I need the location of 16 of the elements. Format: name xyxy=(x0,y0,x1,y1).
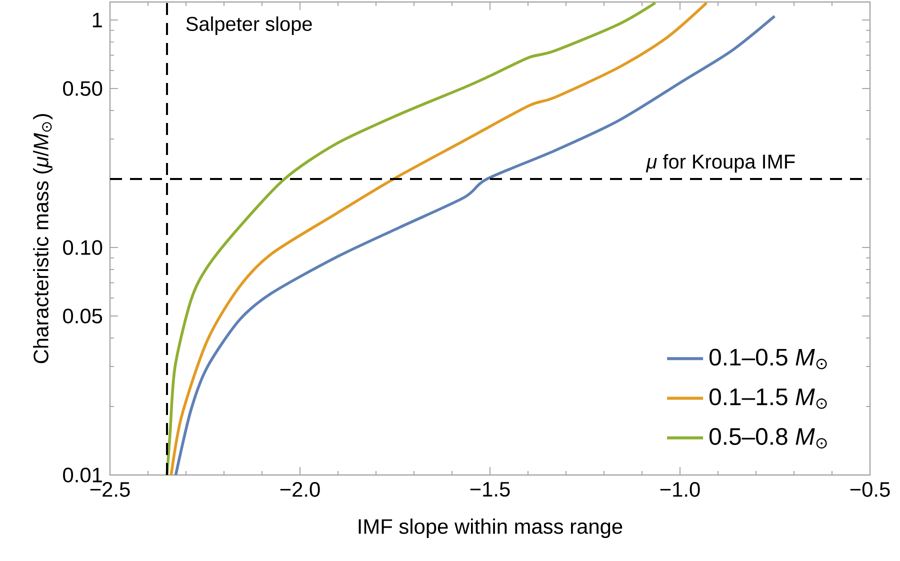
x-tick-label: −1.0 xyxy=(660,482,700,497)
legend-label: 0.5–0.8 M$_{⊙}$ xyxy=(710,428,827,449)
legend-label: 0.1–0.5 M$_{⊙}$ xyxy=(710,348,827,370)
y-tick-label: 0.50 xyxy=(63,81,102,96)
ref-line-label: Salpeter slope xyxy=(186,16,312,35)
y-tick-label: 0.05 xyxy=(63,308,102,324)
y-tick-label: 0.01 xyxy=(63,468,102,482)
x-tick-label: −2.0 xyxy=(280,482,320,497)
y-tick-label: 0.10 xyxy=(63,240,102,255)
x-tick-label: −0.5 xyxy=(850,482,890,497)
x-tick-label: −1.5 xyxy=(470,482,510,497)
ref-line-label: μ for Kroupa IMF xyxy=(646,154,795,173)
y-tick-label: 1 xyxy=(92,12,102,28)
legend-label: 0.1–1.5 M$_{⊙}$ xyxy=(710,388,827,409)
x-axis-title: IMF slope within mass range xyxy=(358,518,622,538)
x-tick-label: −2.5 xyxy=(90,482,130,497)
